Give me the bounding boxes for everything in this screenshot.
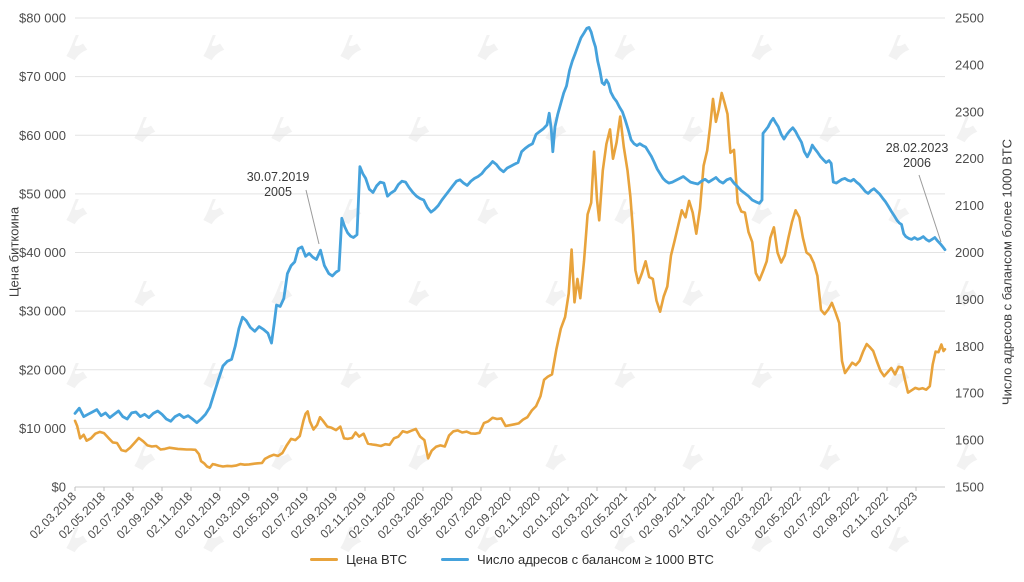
- watermark-logo-icon: [682, 281, 704, 307]
- watermark-logo-icon: [66, 363, 88, 389]
- watermark-logo-icon: [477, 527, 499, 553]
- watermark-logo-icon: [203, 363, 225, 389]
- watermark-logo-icon: [888, 363, 910, 389]
- left-axis-title: Цена биткоина: [6, 206, 22, 298]
- watermark-logo-icon: [134, 281, 156, 307]
- left-axis-tick-label: $0: [52, 480, 66, 495]
- left-axis-tick-label: $60 000: [19, 128, 66, 143]
- watermark-logo-icon: [271, 281, 293, 307]
- right-axis-tick-label: 2300: [955, 104, 984, 119]
- watermark-logo-icon: [408, 281, 430, 307]
- watermark-logo-icon: [888, 527, 910, 553]
- watermark-logo-icon: [956, 281, 978, 307]
- watermark-logo-icon: [751, 527, 773, 553]
- legend-swatch-icon: [310, 557, 339, 562]
- watermark-logo-icon: [134, 117, 156, 143]
- left-axis-tick-label: $80 000: [19, 11, 66, 26]
- watermark-logo-icon: [614, 363, 636, 389]
- left-axis-tick-label: $40 000: [19, 245, 66, 260]
- watermark-logo-icon: [682, 117, 704, 143]
- watermark-logo-icon: [477, 199, 499, 225]
- right-axis-tick-label: 2500: [955, 11, 984, 26]
- right-axis-tick-label: 1900: [955, 292, 984, 307]
- right-axis-tick-label: 1500: [955, 480, 984, 495]
- watermark-logo-icon: [888, 35, 910, 61]
- watermark-logo-icon: [340, 199, 362, 225]
- watermark-logo-icon: [614, 199, 636, 225]
- whale-addresses-line: [73, 26, 947, 425]
- watermark-logo-icon: [956, 445, 978, 471]
- watermark-logo-icon: [956, 117, 978, 143]
- watermark-logo-icon: [545, 445, 567, 471]
- watermark-logo-icon: [819, 281, 841, 307]
- watermark-logo-icon: [751, 35, 773, 61]
- watermark-logo-icon: [66, 527, 88, 553]
- legend-label: Число адресов с балансом ≥ 1000 BTC: [477, 552, 714, 567]
- watermark-logo-icon: [751, 199, 773, 225]
- right-axis-title: Число адресов с балансом более 1000 BTC: [999, 138, 1015, 406]
- watermark-logo-icon: [66, 199, 88, 225]
- right-axis-tick-label: 1700: [955, 386, 984, 401]
- legend-item-price: Цена BTC: [310, 552, 407, 567]
- watermark-logo-icon: [408, 445, 430, 471]
- legend-item-addresses: Число адресов с балансом ≥ 1000 BTC: [441, 552, 714, 567]
- watermark-logo-icon: [134, 445, 156, 471]
- btc-price-line: [73, 91, 947, 469]
- legend-label: Цена BTC: [346, 552, 407, 567]
- watermark-logo-icon: [614, 35, 636, 61]
- watermark-logo-icon: [751, 363, 773, 389]
- annotation-connector-line: [918, 174, 942, 243]
- right-axis-tick-label: 1800: [955, 339, 984, 354]
- watermark-logo-icon: [203, 199, 225, 225]
- watermark-logo-icon: [888, 199, 910, 225]
- left-axis-tick-label: $70 000: [19, 69, 66, 84]
- watermark-logo-icon: [819, 117, 841, 143]
- legend: Цена BTC Число адресов с балансом ≥ 1000 …: [0, 552, 1024, 567]
- left-axis-tick-label: $50 000: [19, 186, 66, 201]
- watermark-logo-icon: [477, 363, 499, 389]
- watermark-logo-icon: [203, 35, 225, 61]
- left-axis-tick-label: $30 000: [19, 304, 66, 319]
- watermark-logo-icon: [271, 117, 293, 143]
- watermark-logo-icon: [340, 527, 362, 553]
- left-axis-tick-label: $10 000: [19, 421, 66, 436]
- watermark-logo-icon: [545, 281, 567, 307]
- right-axis-tick-label: 2200: [955, 151, 984, 166]
- right-axis-tick-label: 2100: [955, 198, 984, 213]
- right-axis-tick-label: 1600: [955, 433, 984, 448]
- annotation-value-label: 2006: [903, 156, 931, 170]
- annotation-date-label: 30.07.2019: [247, 170, 310, 184]
- watermark-logo-icon: [819, 445, 841, 471]
- watermark-logo-icon: [66, 35, 88, 61]
- annotation-value-label: 2005: [264, 185, 292, 199]
- right-axis-tick-label: 2400: [955, 57, 984, 72]
- watermark-logo-icon: [340, 35, 362, 61]
- annotation-connector-line: [305, 189, 320, 245]
- left-axis-tick-label: $20 000: [19, 362, 66, 377]
- watermark-logo-icon: [682, 445, 704, 471]
- legend-swatch-icon: [441, 557, 469, 562]
- watermark-logo-icon: [408, 117, 430, 143]
- annotation-date-label: 28.02.2023: [886, 141, 949, 155]
- watermark-logo-icon: [477, 35, 499, 61]
- watermark-logo-icon: [340, 363, 362, 389]
- right-axis-tick-label: 2000: [955, 245, 984, 260]
- watermark-logo-icon: [203, 527, 225, 553]
- watermark-logo-icon: [614, 527, 636, 553]
- watermark-logo-icon: [271, 445, 293, 471]
